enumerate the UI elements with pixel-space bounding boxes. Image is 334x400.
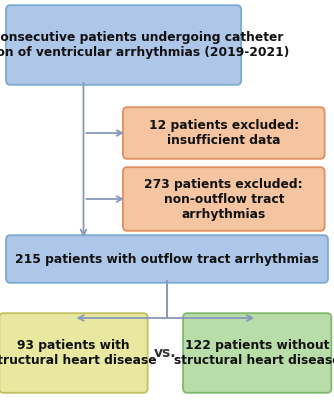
Text: 12 patients excluded:
insufficient data: 12 patients excluded: insufficient data xyxy=(149,119,299,147)
Text: 215 patients with outflow tract arrhythmias: 215 patients with outflow tract arrhythm… xyxy=(15,252,319,266)
FancyBboxPatch shape xyxy=(6,5,241,85)
Text: 500 consecutive patients undergoing catheter
ablation of ventricular arrhythmias: 500 consecutive patients undergoing cath… xyxy=(0,31,290,59)
Text: 122 patients without
structural heart disease: 122 patients without structural heart di… xyxy=(174,339,334,367)
FancyBboxPatch shape xyxy=(123,107,325,159)
FancyBboxPatch shape xyxy=(6,235,328,283)
Text: vs.: vs. xyxy=(154,346,177,360)
Text: 273 patients excluded:
non-outflow tract
arrhythmias: 273 patients excluded: non-outflow tract… xyxy=(145,178,303,220)
FancyBboxPatch shape xyxy=(123,167,325,231)
FancyBboxPatch shape xyxy=(183,313,331,393)
Text: 93 patients with
structural heart disease: 93 patients with structural heart diseas… xyxy=(0,339,157,367)
FancyBboxPatch shape xyxy=(0,313,148,393)
